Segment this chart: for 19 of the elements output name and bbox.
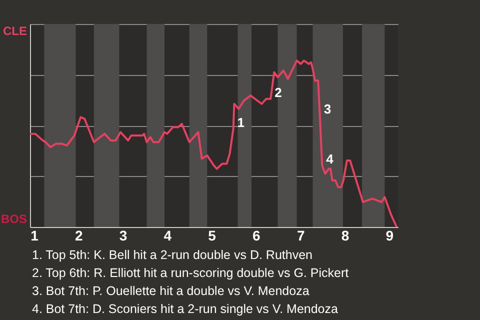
text: 2. Top 6th: R. Elliott hit a run-scoring double vs G. Pickert — [32, 266, 350, 280]
text: 3. Bot 7th: P. Ouellette hit a double vs V. Mendoza — [32, 284, 310, 298]
x-tick-label: 2 — [74, 228, 83, 244]
annotation: 2 — [274, 84, 282, 100]
annotation: 3 — [324, 102, 332, 117]
x-tick-label: 1 — [30, 228, 39, 244]
x-tick-label: 3 — [119, 228, 128, 244]
x-tick-label: 4 — [164, 228, 172, 244]
x-tick-label: 5 — [208, 228, 216, 244]
text: 1. Top 5th: K. Bell hit a 2-run double vs D. Ruthven — [32, 248, 313, 262]
x-tick-label: 7 — [296, 228, 305, 244]
x-tick-label: 6 — [252, 228, 261, 244]
annotation: 1 — [237, 114, 245, 130]
x-tick-label: 9 — [386, 228, 394, 244]
text: BOS — [0, 212, 27, 226]
text: 4. Bot 7th: D. Sconiers hit a 2-run single vs V. Mendoza — [32, 302, 338, 316]
x-tick-label: 8 — [341, 228, 350, 244]
text: CLE — [3, 24, 27, 38]
annotation: 4 — [326, 151, 334, 166]
